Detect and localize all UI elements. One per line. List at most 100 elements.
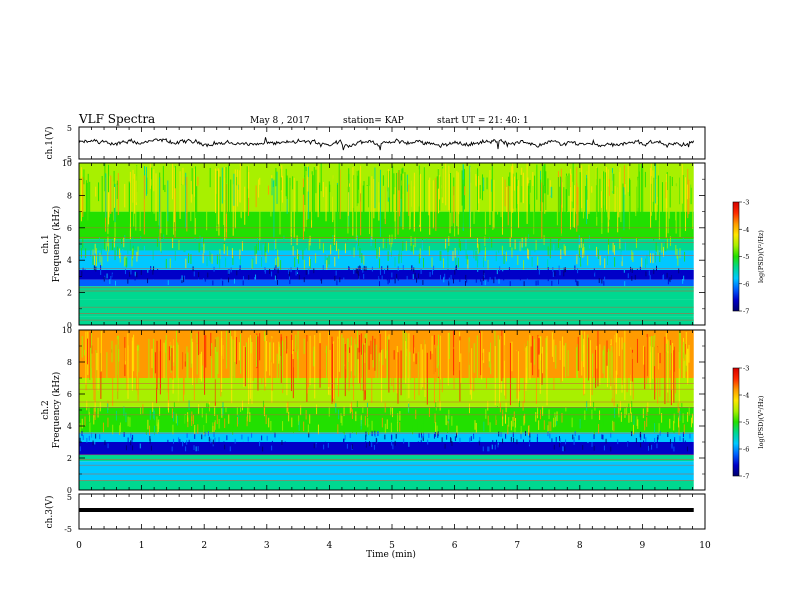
ch2-spectrogram-streak <box>547 416 549 427</box>
ch2-spectrogram-streak <box>597 330 599 387</box>
ch2-spectrogram-streak <box>83 349 85 356</box>
ch2-spectrogram-streak <box>652 347 654 379</box>
ch2-spectrogram-streak <box>422 423 424 434</box>
ch1-spectrogram-streak <box>559 186 561 241</box>
ch1-spectrogram-streak <box>543 185 545 229</box>
ch2-spectrogram-streak <box>216 414 218 425</box>
ch1-spectrogram-streak <box>201 237 203 247</box>
ch1-spectrogram-streak <box>92 255 94 265</box>
ch2-spectrogram-streak <box>373 444 375 450</box>
ch2-spectrogram-streak <box>338 409 340 420</box>
x-axis-tick-label: 6 <box>452 541 458 551</box>
ch1-spectrogram-streak <box>410 236 412 246</box>
ch2-spectrogram-streak <box>259 441 261 447</box>
ch2-spectrogram-streak <box>620 412 622 422</box>
ch1-spectrogram-streak <box>267 271 269 277</box>
colorbar-ch2-tick-label: -5 <box>743 419 749 427</box>
ch2-spectrogram-streak <box>416 341 418 365</box>
ch1-spectrogram-streak <box>105 241 107 252</box>
ch2-spectrogram-streak <box>670 345 672 371</box>
ch2-spectrogram-streak <box>402 330 404 385</box>
ch2-spectrogram-streak <box>630 412 632 423</box>
ch1-spectrogram-streak <box>655 178 657 221</box>
ch1-spectrogram-streak <box>604 172 606 214</box>
ch2-spectrogram-streak <box>494 444 496 450</box>
ch2-spectrogram-streak <box>142 404 144 414</box>
ch2-spectrogram-streak <box>673 413 675 424</box>
ch1-spectrogram-streak <box>493 278 495 284</box>
ch2-spectrogram-streak <box>265 335 267 387</box>
ch1-spectrogram-streak <box>606 255 608 266</box>
ch2-spectrogram-streak <box>343 424 345 435</box>
ch2-spectrogram-streak <box>491 444 493 450</box>
ch2-spectrogram-streak <box>234 438 236 444</box>
ch1-spectrogram-streak <box>668 275 670 281</box>
ch2-spectrogram-streak <box>265 414 267 425</box>
ch1-spectrogram-streak <box>484 280 486 286</box>
ch1-spectrogram-streak <box>143 245 145 256</box>
ch1-spectrogram-streak <box>291 236 293 247</box>
ch2-spectrogram-streak <box>487 415 489 426</box>
ch2-spectrogram-streak <box>537 334 539 378</box>
ch2-spectrogram-streak <box>214 420 216 430</box>
ch2-spectrogram-streak <box>226 435 228 441</box>
ch2-spectrogram-streak <box>487 400 489 411</box>
ch1-spectrogram-streak <box>359 248 361 258</box>
ch1-spectrogram-streak <box>108 164 110 193</box>
ch1-spectrogram-streak <box>276 171 278 204</box>
ch1-spectrogram-streak <box>510 166 512 238</box>
ch1-spectrogram-streak <box>551 186 553 199</box>
ch1-spectrogram-streak <box>151 167 153 235</box>
ch2-spectrogram-streak <box>423 333 425 390</box>
ch2-spectrogram-streak <box>542 346 544 374</box>
ch2-spectrogram-streak <box>232 339 234 395</box>
ch1-spectrogram-streak <box>236 176 238 186</box>
ch2-spectrogram-streak <box>364 415 366 426</box>
ch2-spectrogram-streak <box>564 446 566 452</box>
ch2-spectrogram-streak <box>511 341 513 372</box>
ch2-spectrogram-streak <box>337 336 339 385</box>
ch1-spectrogram-streak <box>537 280 539 286</box>
ch1-waveform-series-line <box>78 137 695 151</box>
ch2-spectrogram-streak <box>641 422 643 433</box>
ch2-spectrogram-streak <box>271 338 273 391</box>
ch1-spectrogram-streak <box>466 254 468 265</box>
ch1-spectrogram-streak <box>164 184 166 193</box>
ch1-spectrogram-streak <box>202 253 204 264</box>
ch1-spectrogram-streak <box>296 180 298 236</box>
ch1-spectrogram-streak <box>529 183 531 238</box>
ch1-spectrogram-streak <box>169 258 171 269</box>
ch1-spectrogram-streak <box>308 256 310 267</box>
ch2-spectrogram-streak <box>201 352 203 392</box>
ch1-spectrogram-streak <box>450 172 452 213</box>
ch1-spectrogram-streak <box>100 265 102 270</box>
ch1-spectrogram-streak <box>661 242 663 253</box>
ch1-spectrogram-streak <box>224 167 226 200</box>
ch2-spectrogram-streak <box>241 400 243 411</box>
ch1-spectrogram-streak <box>679 165 681 238</box>
colorbar-ch1-tick-label: -5 <box>743 253 749 261</box>
ch2-spectrogram-streak <box>332 343 334 402</box>
ch2-spectrogram-streak <box>249 410 251 421</box>
ch2-spectrogram-streak <box>192 341 194 386</box>
ch2-spectrogram-streak <box>441 416 443 427</box>
ch2-spectrogram-streak <box>218 437 220 442</box>
ch2-spectrogram-streak <box>125 445 127 451</box>
ch1-spectrogram-streak <box>576 280 578 286</box>
ch2-spectrogram-streak <box>149 436 151 441</box>
ch2-spectrogram-streak <box>669 418 671 429</box>
ch2-spectrogram-streak <box>573 436 575 442</box>
ch2-spectrogram-streak <box>465 443 467 449</box>
ch1-spectrogram-streak <box>682 175 684 219</box>
ch2-spectrogram-streak <box>682 413 684 423</box>
ch1-spectrogram-streak <box>86 182 88 236</box>
ch1-spectrogram-streak <box>245 272 247 277</box>
ch2-spectrogram-streak <box>649 443 651 449</box>
ch2-spectrogram-streak <box>619 400 621 411</box>
ch2-spectrogram-streak <box>390 422 392 433</box>
ch2-spectrogram-streak <box>198 404 200 414</box>
ch2-spectrogram-streak <box>505 433 507 439</box>
ch2-spectrogram-streak <box>413 347 415 362</box>
ch1-spectrogram-streak <box>405 241 407 251</box>
ch2-spectrogram-streak <box>593 445 595 451</box>
